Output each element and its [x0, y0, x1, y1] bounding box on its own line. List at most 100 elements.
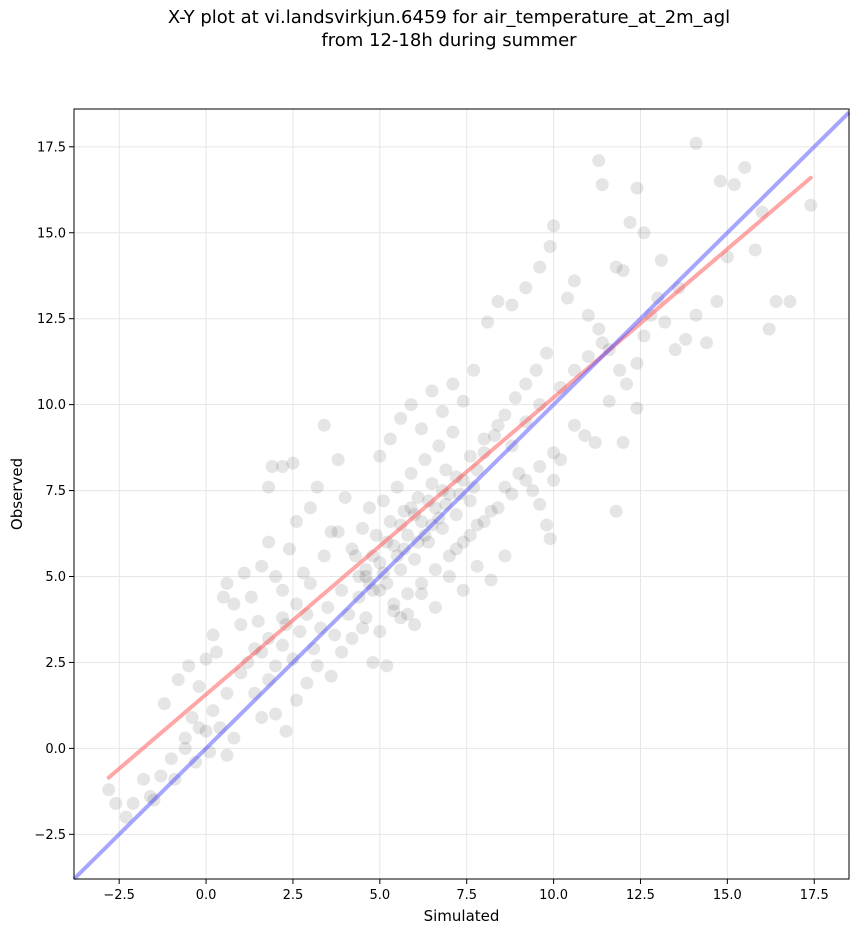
data-point — [498, 549, 512, 563]
data-point — [227, 597, 241, 611]
data-point — [300, 676, 314, 690]
data-point — [303, 501, 317, 515]
y-tick-label: 12.5 — [37, 312, 66, 327]
data-point — [543, 240, 557, 253]
data-point — [383, 432, 397, 446]
data-point — [442, 570, 456, 583]
data-point — [411, 490, 425, 504]
data-point — [164, 752, 178, 766]
data-point — [418, 528, 432, 542]
data-point — [394, 411, 408, 425]
data-point — [338, 490, 352, 504]
data-point — [380, 659, 394, 673]
data-point — [331, 525, 345, 539]
data-point — [296, 566, 310, 580]
data-point — [373, 625, 387, 638]
data-point — [505, 487, 519, 501]
data-point — [331, 453, 345, 467]
data-point — [286, 456, 300, 470]
data-point — [453, 487, 467, 501]
data-point — [592, 322, 606, 336]
data-point — [199, 724, 213, 738]
data-point — [435, 405, 449, 418]
data-point — [178, 741, 192, 755]
data-point — [446, 425, 460, 439]
data-point — [727, 178, 741, 192]
x-tick-label: 17.5 — [800, 888, 829, 903]
data-point — [428, 563, 442, 577]
data-point — [373, 556, 387, 570]
data-point — [738, 160, 752, 174]
data-point — [369, 528, 383, 542]
data-point — [505, 298, 519, 312]
data-point — [408, 618, 422, 632]
y-tick-label: −2.5 — [34, 828, 66, 843]
data-point — [481, 315, 495, 329]
x-tick-label: 12.5 — [626, 888, 655, 903]
x-tick-label: 7.5 — [456, 888, 477, 903]
data-point — [533, 497, 547, 511]
data-point — [328, 628, 342, 642]
data-point — [512, 466, 526, 480]
data-point — [324, 669, 338, 683]
data-point — [362, 576, 376, 590]
data-point — [547, 446, 561, 460]
x-axis-label: Simulated — [424, 907, 500, 925]
x-tick-label: 10.0 — [539, 888, 568, 903]
data-point — [595, 336, 609, 350]
data-point — [404, 501, 418, 515]
data-point — [432, 439, 446, 453]
y-tick-label: 7.5 — [45, 484, 66, 499]
data-point — [456, 394, 470, 408]
data-point — [269, 570, 283, 583]
data-point — [404, 466, 418, 480]
data-point — [126, 796, 140, 810]
x-tick-label: −2.5 — [103, 888, 135, 903]
data-point — [630, 401, 644, 415]
data-point — [783, 295, 797, 308]
data-point — [435, 521, 449, 535]
data-point — [349, 549, 363, 563]
data-point — [554, 453, 568, 467]
data-point — [408, 552, 422, 566]
data-point — [477, 432, 491, 446]
data-point — [394, 563, 408, 577]
data-point — [679, 332, 693, 346]
data-point — [470, 559, 484, 573]
data-point — [411, 535, 425, 549]
data-point — [310, 480, 324, 494]
data-point — [394, 611, 408, 625]
data-point — [710, 295, 724, 308]
data-point — [255, 710, 269, 724]
data-point — [251, 614, 265, 628]
data-point — [491, 418, 505, 432]
chart-title-line2: from 12-18h during summer — [321, 30, 577, 51]
data-point — [137, 772, 151, 786]
data-point — [387, 604, 401, 618]
x-tick-label: 0.0 — [196, 888, 217, 903]
data-point — [397, 504, 411, 518]
data-point — [324, 525, 338, 539]
data-point — [616, 264, 630, 278]
data-point — [613, 363, 627, 377]
data-point — [567, 418, 581, 432]
data-point — [220, 686, 234, 700]
data-point — [567, 274, 581, 288]
data-point — [265, 460, 279, 473]
y-tick-label: 17.5 — [37, 140, 66, 155]
y-axis-label: Observed — [8, 458, 26, 530]
data-point — [508, 391, 522, 405]
data-point — [456, 583, 470, 597]
data-point — [668, 343, 682, 357]
data-point — [762, 322, 776, 336]
y-tick-label: 15.0 — [37, 226, 66, 241]
data-point — [335, 645, 349, 659]
reference-lines — [72, 111, 851, 881]
data-point — [533, 260, 547, 274]
x-tick-label: 2.5 — [283, 888, 304, 903]
data-point — [373, 449, 387, 463]
data-point — [199, 652, 213, 666]
data-point — [602, 394, 616, 408]
y-tick-label: 10.0 — [37, 398, 66, 413]
